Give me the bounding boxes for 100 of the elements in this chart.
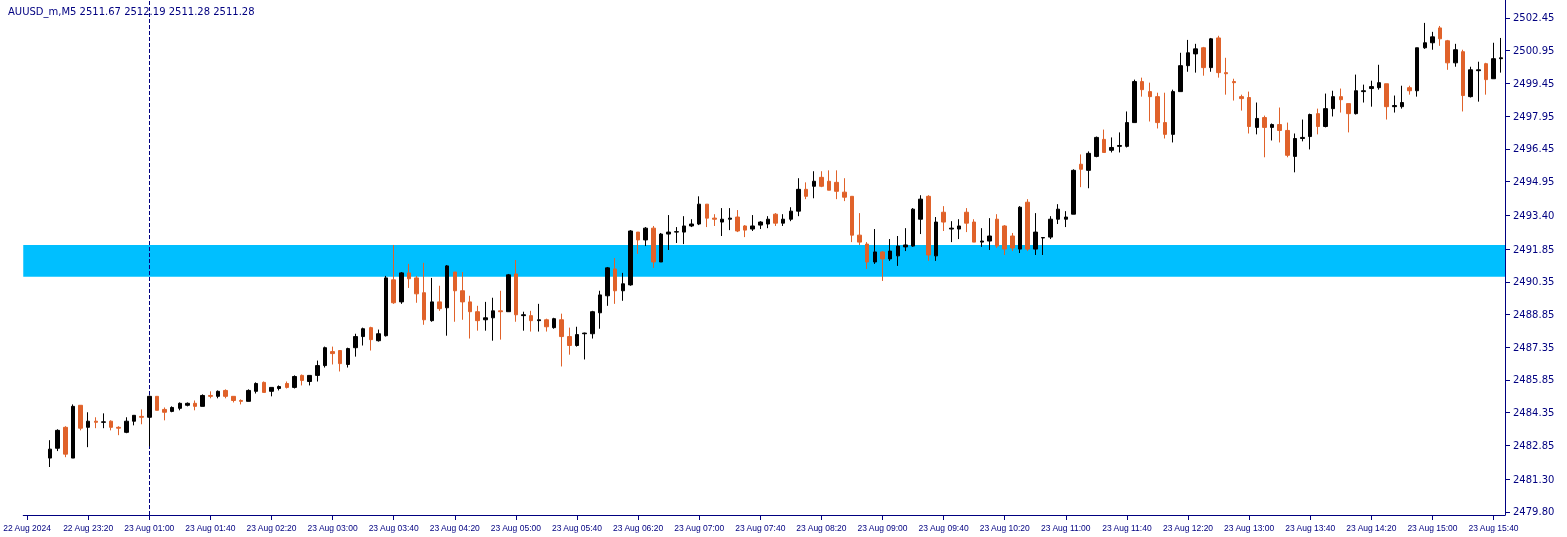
candlestick [636, 231, 640, 255]
candlestick [498, 290, 503, 341]
candlestick [1445, 39, 1450, 71]
candlestick [651, 225, 656, 269]
y-tick-label: 2487.35 [1513, 341, 1555, 353]
x-tick-label: 23 Aug 10:20 [979, 522, 1031, 533]
candlestick [926, 194, 931, 262]
candlestick [1002, 224, 1007, 256]
candlestick [1064, 210, 1068, 228]
candlestick [147, 394, 152, 447]
candlestick [796, 177, 801, 217]
candlestick [621, 272, 625, 302]
candlestick [865, 241, 869, 270]
candlestick [254, 381, 258, 394]
candlestick [980, 227, 984, 248]
candlestick [483, 301, 488, 332]
candlestick [834, 169, 839, 200]
y-tick-label: 2482.85 [1513, 439, 1555, 451]
y-tick-label: 2491.85 [1513, 243, 1555, 255]
candlestick [934, 216, 938, 262]
candlestick [1346, 103, 1351, 133]
candlestick [475, 305, 480, 332]
candlestick [139, 408, 144, 425]
candlestick [1453, 43, 1458, 68]
candlestick [1392, 95, 1397, 114]
y-tick-label: 2502.45 [1513, 12, 1555, 24]
candlestick [1216, 35, 1221, 79]
candlestick [1048, 215, 1053, 240]
candlestick [437, 285, 442, 312]
candlestick [1499, 37, 1503, 74]
candlestick [1247, 91, 1251, 134]
candlestick [1461, 49, 1465, 112]
candlestick [185, 401, 190, 407]
candlestick [78, 404, 83, 431]
candlestick [353, 333, 358, 358]
candlestick [758, 220, 763, 230]
candlestick [720, 207, 724, 237]
candlestick [537, 303, 541, 333]
y-tick-label: 2494.95 [1513, 175, 1555, 187]
candlestick [1224, 57, 1228, 96]
candlestick [269, 386, 274, 397]
candlestick [1361, 84, 1366, 104]
candlestick [575, 326, 579, 348]
candlestick [682, 215, 686, 245]
y-tick-label: 2496.45 [1513, 143, 1555, 155]
candlestick [1010, 232, 1015, 252]
candlestick [857, 212, 862, 246]
candlestick [285, 381, 289, 389]
candlestick [819, 170, 824, 188]
candlestick [262, 381, 266, 393]
candlestick [659, 232, 663, 263]
candlestick [315, 360, 320, 383]
candlestick [1186, 39, 1190, 73]
candlestick [346, 347, 350, 369]
candlestick [941, 205, 946, 232]
candlestick [987, 217, 992, 251]
x-tick-label: 23 Aug 11:40 [1102, 522, 1152, 533]
candlestick [1056, 203, 1060, 225]
candlestick [155, 395, 159, 411]
x-tick-label: 23 Aug 05:40 [551, 522, 603, 533]
candlestick [162, 406, 167, 421]
candlestick [896, 235, 900, 267]
candlestick [1125, 110, 1129, 148]
text: AUUSD_m,M5 2511.67 2512.19 2511.28 2511.28 [8, 5, 255, 18]
x-tick-label: 23 Aug 04:20 [429, 522, 481, 533]
y-tick-label: 2485.85 [1513, 374, 1555, 386]
candlestick [1033, 212, 1038, 256]
candlestick [743, 224, 747, 238]
candlestick [491, 297, 495, 342]
candlestick [445, 264, 449, 337]
x-tick-label: 23 Aug 15:40 [1468, 522, 1519, 533]
candlestick [178, 401, 182, 411]
candlestick [888, 238, 892, 262]
x-tick-label: 23 Aug 13:00 [1224, 522, 1275, 533]
candlestick [766, 215, 770, 229]
candlestick [514, 259, 518, 323]
y-tick-label: 2490.35 [1513, 276, 1555, 288]
candlestick [200, 393, 205, 407]
candlestick [1086, 150, 1091, 189]
candlestick [1407, 85, 1412, 96]
candlestick [1339, 88, 1343, 114]
candlestick [812, 170, 816, 199]
candlestick [1400, 85, 1404, 110]
candlestick [391, 244, 396, 305]
candlestick [689, 218, 694, 228]
candlestick [1163, 92, 1167, 140]
x-tick-label: 23 Aug 05:00 [490, 522, 542, 533]
candlestick [1094, 136, 1099, 158]
candlestick [1491, 42, 1496, 80]
candlestick [613, 257, 617, 305]
y-tick-label: 2497.95 [1513, 110, 1555, 122]
candlestick [1178, 52, 1183, 93]
candlestick [1193, 43, 1198, 74]
candlestick [1025, 198, 1030, 252]
candlestick [292, 374, 297, 389]
candlestick [338, 350, 342, 372]
candlestick [728, 207, 732, 231]
candlestick [1270, 122, 1274, 141]
candlestick [781, 213, 785, 227]
candlestick [453, 271, 457, 323]
